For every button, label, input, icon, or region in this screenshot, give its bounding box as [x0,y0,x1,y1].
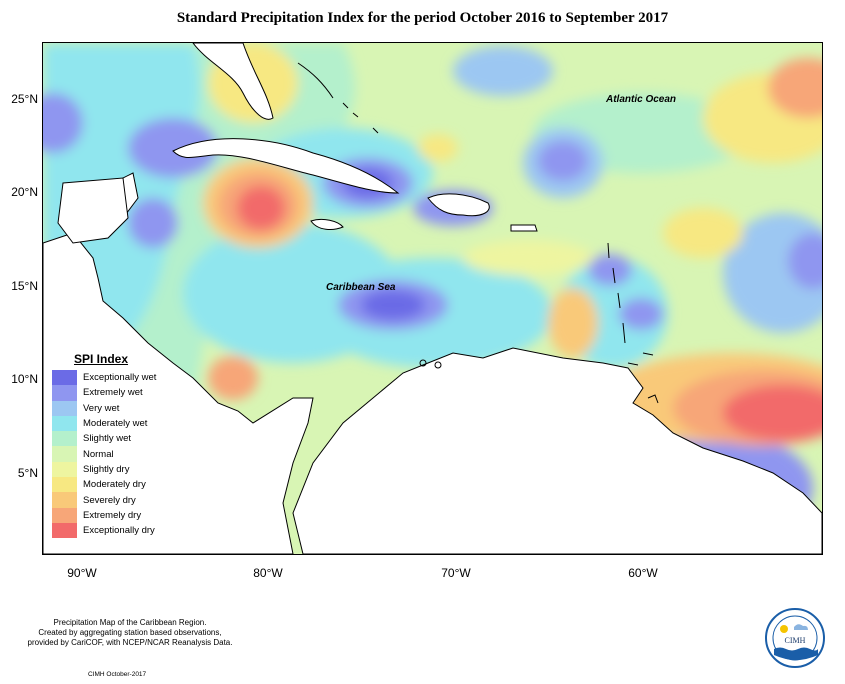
legend-swatch [52,415,77,432]
legend-label: Moderately wet [83,418,148,430]
legend-item: Severely dry [52,492,202,508]
footer-note-line: Created by aggregating station based obs… [38,628,222,637]
legend-swatch [52,431,77,447]
legend-label: Very wet [83,402,120,414]
legend-item: Slightly wet [52,431,202,447]
lon-label-90w: 90°W [67,566,97,580]
lon-label-60w: 60°W [628,566,658,580]
legend-swatch [52,385,77,401]
legend-item: Normal [52,446,202,462]
lon-label-70w: 70°W [441,566,471,580]
legend-item: Moderately wet [52,415,202,432]
cimh-logo: CIMH [765,608,825,668]
legend-label: Exceptionally dry [83,525,155,537]
legend-item: Extremely wet [52,385,202,401]
legend-item: Exceptionally dry [52,522,202,539]
lat-label-20n: 20°N [11,185,38,199]
legend-swatch [52,400,77,416]
legend-swatch [52,477,77,493]
legend-title: SPI Index [74,352,129,366]
footer-note-line: Precipitation Map of the Caribbean Regio… [53,618,207,627]
legend-label: Extremely wet [83,387,143,399]
map-title: Standard Precipitation Index for the per… [176,10,669,26]
legend-item: Extremely dry [52,507,202,523]
legend-swatch [52,461,77,478]
lat-label-25n: 25°N [11,92,38,106]
legend-label: Exceptionally wet [83,372,157,384]
legend-swatch [52,492,77,508]
legend-label: Normal [83,448,114,460]
logo-text: CIMH [785,636,806,645]
legend-item: Moderately dry [52,477,202,493]
lon-label-80w: 80°W [253,566,283,580]
spi-legend: SPI Index Exceptionally wet Extremely we… [52,352,202,539]
legend-label: Severely dry [83,494,136,506]
footer-credit: CIMH October-2017 [88,671,147,678]
atlantic-ocean-label: Atlantic Ocean [606,94,677,105]
legend-swatch [52,446,77,462]
legend-label: Slightly dry [83,463,130,475]
legend-item: Exceptionally wet [52,370,202,386]
legend-label: Moderately dry [83,479,146,491]
legend-label: Slightly wet [83,433,132,445]
legend-label: Extremely dry [83,509,142,521]
lat-label-15n: 15°N [11,279,38,293]
spi-map-graphic [43,43,822,554]
caribbean-sea-label: Caribbean Sea [326,282,396,293]
spi-map [42,42,823,555]
legend-swatch [52,522,77,539]
legend-item: Slightly dry [52,461,202,478]
lat-label-10n: 10°N [11,372,38,386]
lat-label-5n: 5°N [17,466,38,480]
legend-item: Very wet [52,400,202,416]
legend-swatch [52,370,77,386]
legend-swatch [52,507,77,523]
footer-note-line: provided by CariCOF, with NCEP/NCAR Rean… [27,638,233,647]
footer-note: Precipitation Map of the Caribbean Regio… [14,618,246,648]
